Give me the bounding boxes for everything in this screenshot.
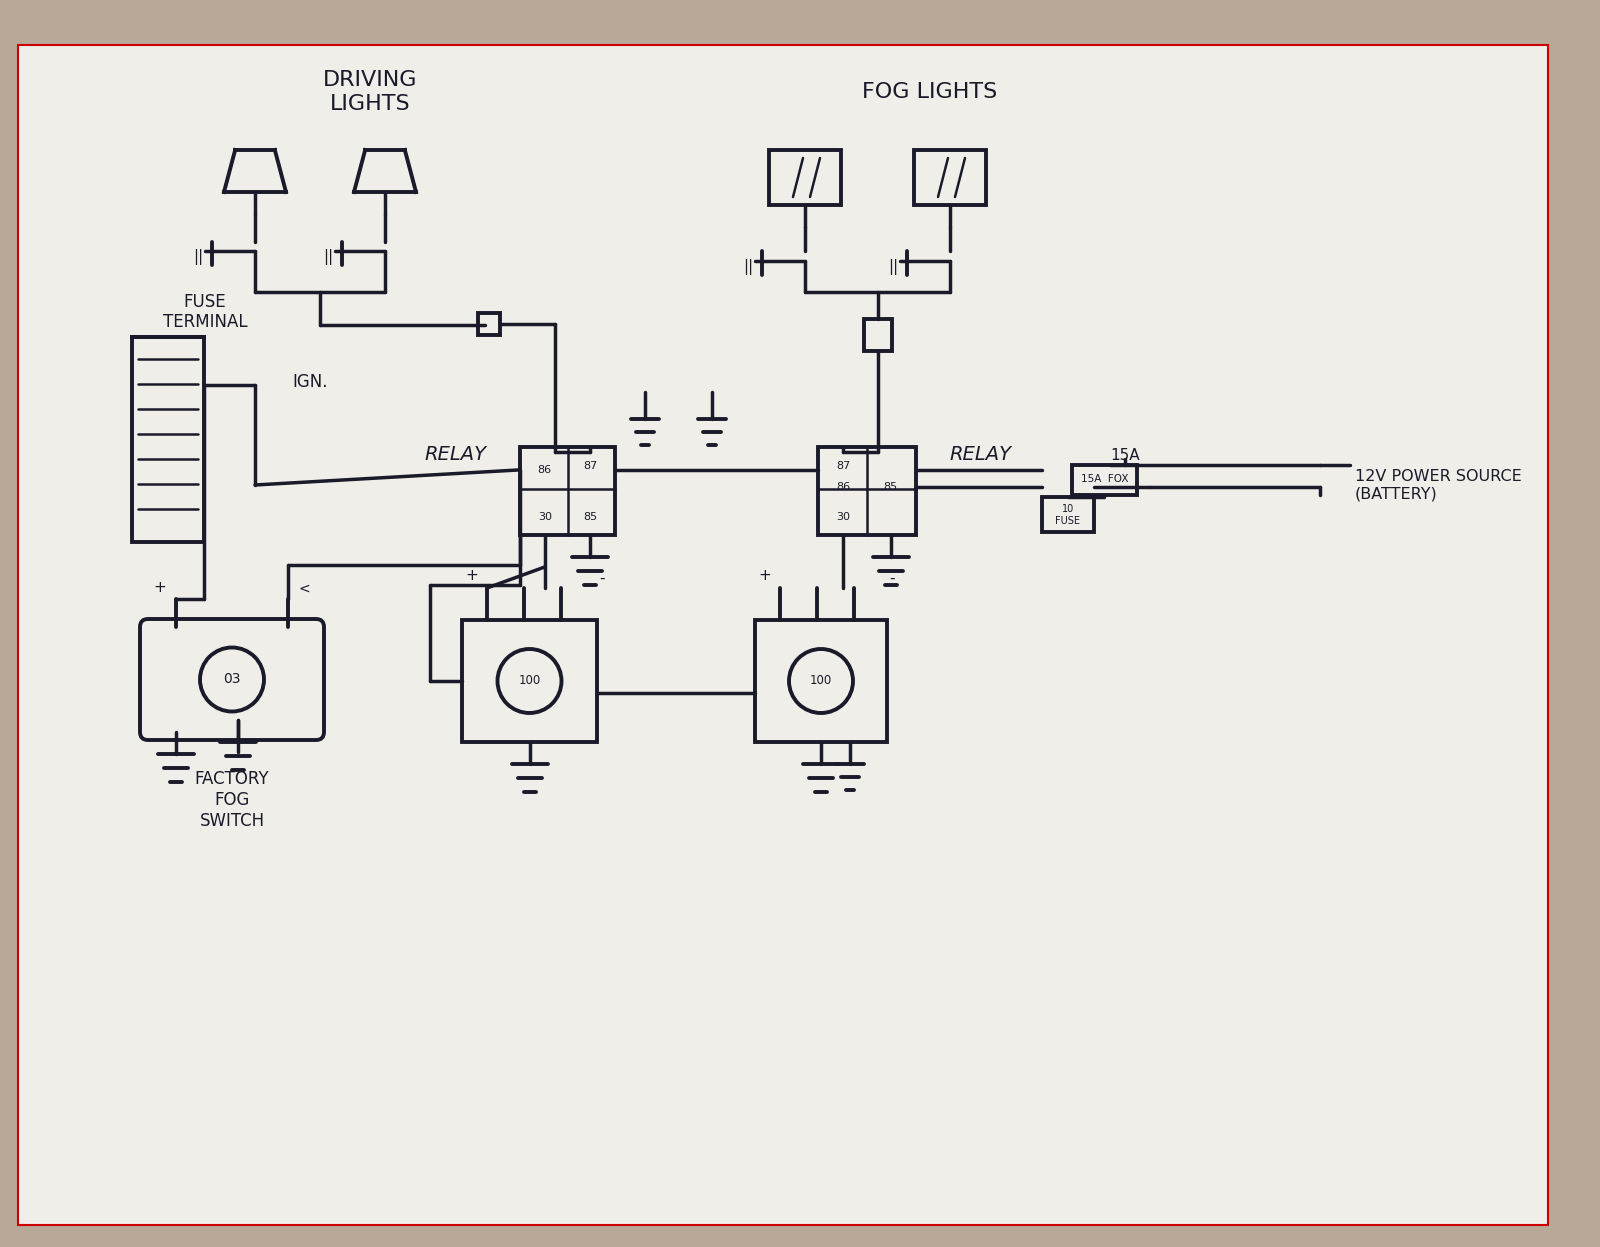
Text: FUSE
TERMINAL: FUSE TERMINAL <box>163 293 248 332</box>
Text: DRIVING
LIGHTS: DRIVING LIGHTS <box>323 70 418 113</box>
Text: ||: || <box>742 259 754 276</box>
Text: 30: 30 <box>538 513 552 522</box>
Text: 85: 85 <box>584 513 597 522</box>
Text: ||: || <box>194 249 203 266</box>
Text: IGN.: IGN. <box>291 373 328 392</box>
Text: 87: 87 <box>582 461 597 471</box>
Text: 86: 86 <box>837 481 851 491</box>
Text: 03: 03 <box>224 672 240 687</box>
Text: 15A: 15A <box>1110 448 1139 463</box>
Bar <box>1072 465 1138 495</box>
Bar <box>755 620 886 742</box>
Text: -: - <box>600 570 605 586</box>
Text: ||: || <box>888 259 898 276</box>
Text: +: + <box>466 569 478 584</box>
Text: RELAY: RELAY <box>424 445 486 464</box>
Text: +: + <box>154 580 166 595</box>
Text: 100: 100 <box>810 675 832 687</box>
Text: -: - <box>890 570 894 586</box>
Text: 15A  FOX: 15A FOX <box>1082 474 1128 484</box>
Bar <box>462 620 597 742</box>
Bar <box>520 446 614 535</box>
Bar <box>131 337 205 542</box>
Text: 87: 87 <box>837 461 851 471</box>
Text: RELAY: RELAY <box>949 445 1011 464</box>
Bar <box>818 446 915 535</box>
Text: FACTORY
FOG
SWITCH: FACTORY FOG SWITCH <box>195 771 269 829</box>
Bar <box>770 150 842 205</box>
Bar <box>864 319 893 350</box>
Text: 10
FUSE: 10 FUSE <box>1056 504 1080 526</box>
Text: <: < <box>298 582 310 596</box>
Text: 86: 86 <box>538 465 552 475</box>
Text: 100: 100 <box>518 675 541 687</box>
Text: +: + <box>758 569 771 584</box>
Text: 85: 85 <box>883 481 898 491</box>
Bar <box>1042 498 1094 532</box>
Text: ||: || <box>323 249 333 266</box>
Bar <box>478 313 499 335</box>
Bar <box>914 150 986 205</box>
Text: 30: 30 <box>837 513 851 522</box>
Text: 12V POWER SOURCE
(BATTERY): 12V POWER SOURCE (BATTERY) <box>1355 469 1522 501</box>
Text: FOG LIGHTS: FOG LIGHTS <box>862 82 998 102</box>
